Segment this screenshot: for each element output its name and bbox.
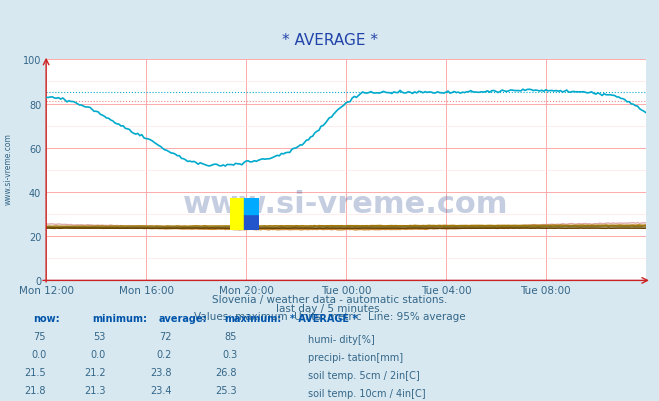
Text: Values: maximum  Units: metric  Line: 95% average: Values: maximum Units: metric Line: 95% … (194, 311, 465, 321)
Text: 0.2: 0.2 (156, 349, 171, 359)
Text: precipi- tation[mm]: precipi- tation[mm] (308, 352, 403, 362)
Text: 53: 53 (93, 331, 105, 341)
Text: 23.4: 23.4 (150, 385, 171, 395)
Text: soil temp. 10cm / 4in[C]: soil temp. 10cm / 4in[C] (308, 388, 426, 398)
Text: * AVERAGE *: * AVERAGE * (281, 33, 378, 48)
Text: humi- dity[%]: humi- dity[%] (308, 334, 375, 344)
Text: * AVERAGE *: * AVERAGE * (290, 313, 357, 323)
Text: 21.5: 21.5 (24, 367, 46, 377)
Text: maximum:: maximum: (224, 313, 281, 323)
Text: 21.3: 21.3 (84, 385, 105, 395)
Text: 0.3: 0.3 (222, 349, 237, 359)
Text: 0.0: 0.0 (31, 349, 46, 359)
Text: soil temp. 5cm / 2in[C]: soil temp. 5cm / 2in[C] (308, 370, 420, 380)
Text: 72: 72 (159, 331, 171, 341)
Text: average:: average: (158, 313, 207, 323)
Text: Slovenia / weather data - automatic stations.: Slovenia / weather data - automatic stat… (212, 295, 447, 305)
Text: 25.3: 25.3 (215, 385, 237, 395)
Text: last day / 5 minutes.: last day / 5 minutes. (276, 303, 383, 313)
Bar (244, 198, 259, 215)
Text: 21.2: 21.2 (84, 367, 105, 377)
Text: 85: 85 (225, 331, 237, 341)
Text: 26.8: 26.8 (215, 367, 237, 377)
Text: 0.0: 0.0 (90, 349, 105, 359)
Bar (229, 198, 244, 231)
Text: now:: now: (33, 313, 59, 323)
Text: 75: 75 (34, 331, 46, 341)
Bar (244, 215, 259, 231)
Text: minimum:: minimum: (92, 313, 147, 323)
Text: www.si-vreme.com: www.si-vreme.com (3, 133, 13, 204)
Text: www.si-vreme.com: www.si-vreme.com (183, 189, 509, 218)
Text: 23.8: 23.8 (150, 367, 171, 377)
Text: 21.8: 21.8 (24, 385, 46, 395)
